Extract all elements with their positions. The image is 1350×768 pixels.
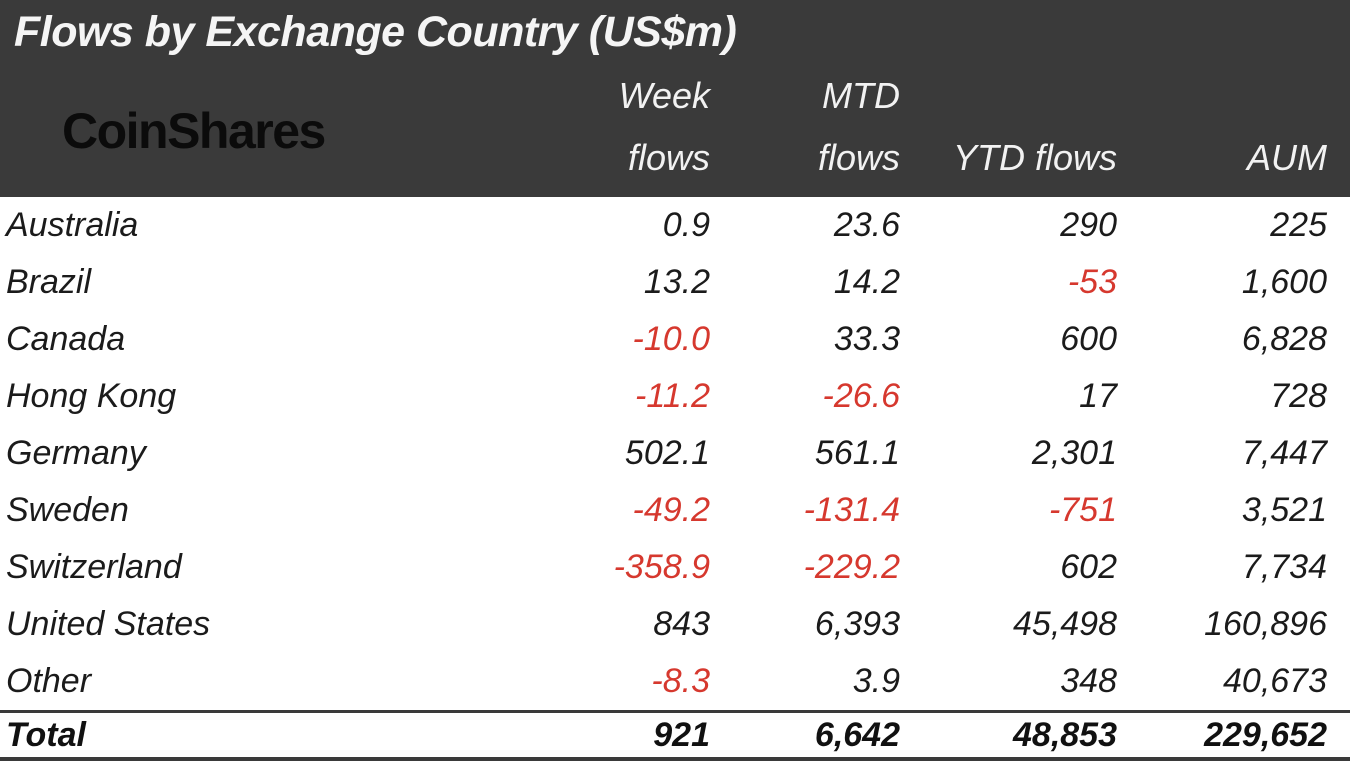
aum-cell: 6,828: [1241, 320, 1327, 358]
ytd-flows-cell: 602: [1060, 548, 1117, 586]
country-cell: Hong Kong: [6, 377, 177, 415]
week-flows-cell: -358.9: [613, 548, 710, 586]
aum-cell: 3,521: [1241, 491, 1327, 529]
table-row: Germany 502.1 561.1 2,301 7,447: [0, 425, 1350, 482]
mtd-flows-cell: 6,393: [814, 605, 900, 643]
table-row: Hong Kong -11.2 -26.6 17 728: [0, 368, 1350, 425]
table-row: United States 843 6,393 45,498 160,896: [0, 596, 1350, 653]
aum-cell: 1,600: [1241, 263, 1327, 301]
col-header-mtd-flows: MTD flows: [817, 75, 900, 178]
mtd-flows-cell: -26.6: [822, 377, 901, 415]
aum-cell: 728: [1270, 377, 1327, 415]
mtd-flows-cell: 23.6: [833, 206, 900, 244]
week-flows-cell: 0.9: [662, 206, 710, 244]
mtd-flows-cell: 14.2: [833, 263, 900, 301]
mtd-flows-cell: -131.4: [803, 491, 900, 529]
ytd-flows-cell: 2,301: [1031, 434, 1117, 472]
ytd-flows-cell: 348: [1060, 662, 1117, 700]
table-row: Canada -10.0 33.3 600 6,828: [0, 311, 1350, 368]
mtd-flows-cell: 561.1: [814, 434, 900, 472]
ytd-flows-cell: 600: [1060, 320, 1117, 358]
total-label: Total: [6, 715, 86, 754]
aum-cell: 160,896: [1204, 605, 1327, 643]
aum-cell: 225: [1270, 206, 1327, 244]
mtd-flows-cell: 3.9: [852, 662, 900, 700]
country-cell: Australia: [6, 206, 139, 244]
country-cell: Switzerland: [6, 548, 182, 586]
ytd-flows-cell: -751: [1048, 491, 1117, 529]
table-row: Brazil 13.2 14.2 -53 1,600: [0, 254, 1350, 311]
table-row: Australia 0.9 23.6 290 225: [0, 197, 1350, 254]
ytd-flows-cell: -53: [1067, 263, 1117, 301]
table-body: Australia 0.9 23.6 290 225 Brazil 13.2 1…: [0, 197, 1350, 710]
aum-cell: 7,734: [1241, 548, 1327, 586]
ytd-flows-cell: 17: [1079, 377, 1117, 415]
coinshares-logo: CoinShares: [62, 102, 326, 159]
aum-cell: 7,447: [1241, 434, 1327, 472]
ytd-flows-cell: 45,498: [1013, 605, 1117, 643]
table-row: Sweden -49.2 -131.4 -751 3,521: [0, 482, 1350, 539]
week-flows-cell: 843: [653, 605, 710, 643]
week-flows-cell: -8.3: [651, 662, 710, 700]
col-header-aum: AUM: [1247, 137, 1327, 178]
table-header: Flows by Exchange Country (US$m) CoinSha…: [0, 0, 1350, 197]
page-title: Flows by Exchange Country (US$m): [14, 8, 737, 56]
week-flows-cell: 502.1: [624, 434, 710, 472]
ytd-flows-cell: 290: [1060, 206, 1117, 244]
mtd-flows-cell: -229.2: [803, 548, 900, 586]
week-flows-cell: 13.2: [643, 263, 710, 301]
country-cell: Germany: [6, 434, 146, 472]
country-cell: Sweden: [6, 491, 129, 529]
col-header-week-flows: Week flows: [618, 75, 710, 178]
week-flows-cell: -11.2: [635, 377, 710, 415]
week-flows-cell: -10.0: [632, 320, 711, 358]
country-cell: United States: [6, 605, 211, 643]
total-aum: 229,652: [1204, 715, 1327, 754]
col-header-ytd-flows: YTD flows: [952, 137, 1117, 178]
total-mtd-flows: 6,642: [814, 715, 900, 754]
country-cell: Other: [6, 662, 92, 700]
total-row: Total 921 6,642 48,853 229,652: [0, 710, 1350, 761]
total-ytd-flows: 48,853: [1013, 715, 1117, 754]
mtd-flows-cell: 33.3: [833, 320, 900, 358]
logo-cell: CoinShares: [0, 106, 445, 156]
country-cell: Canada: [6, 320, 126, 358]
aum-cell: 40,673: [1223, 662, 1327, 700]
total-week-flows: 921: [653, 715, 710, 754]
column-header-row: CoinShares Week flows MTD flows YTD flow…: [0, 64, 1350, 197]
week-flows-cell: -49.2: [632, 491, 711, 529]
table-row: Switzerland -358.9 -229.2 602 7,734: [0, 539, 1350, 596]
table-row: Other -8.3 3.9 348 40,673: [0, 653, 1350, 710]
country-cell: Brazil: [6, 263, 92, 301]
